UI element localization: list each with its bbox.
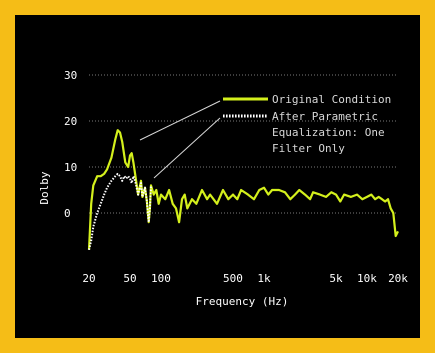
y-tick-label-0: 0 [64,207,71,220]
x-tick-label-3: 500 [223,272,243,285]
legend-label-equalized-line3: Filter Only [272,142,345,155]
x-tick-label-1: 50 [123,272,136,285]
x-tick-label-4: 1k [257,272,271,285]
gridlines [89,74,398,214]
x-axis-ticks: 20 50 100 500 1k 5k 10k 20k [82,272,408,285]
legend-label-equalized-line1: After Parametric [272,110,378,123]
y-tick-label-2: 20 [64,115,77,128]
x-axis-label: Frequency (Hz) [196,295,289,308]
chart-frame [15,15,420,338]
y-tick-label-3: 30 [64,69,77,82]
y-axis-label: Dolby [38,171,51,204]
y-tick-label-1: 10 [64,161,77,174]
legend-label-equalized-line2: Equalization: One [272,126,385,139]
x-tick-label-5: 5k [329,272,343,285]
legend: Original Condition After Parametric Equa… [139,93,391,179]
legend-pointer-equalized [153,117,221,179]
legend-label-original: Original Condition [272,93,391,106]
series-lines [87,129,399,251]
x-tick-label-6: 10k [357,272,377,285]
x-tick-label-2: 100 [151,272,171,285]
legend-pointer-original [139,100,221,141]
x-tick-label-7: 20k [388,272,408,285]
y-axis-ticks: 0 10 20 30 [64,69,77,220]
series-line-0 [87,129,399,250]
x-tick-label-0: 20 [82,272,95,285]
